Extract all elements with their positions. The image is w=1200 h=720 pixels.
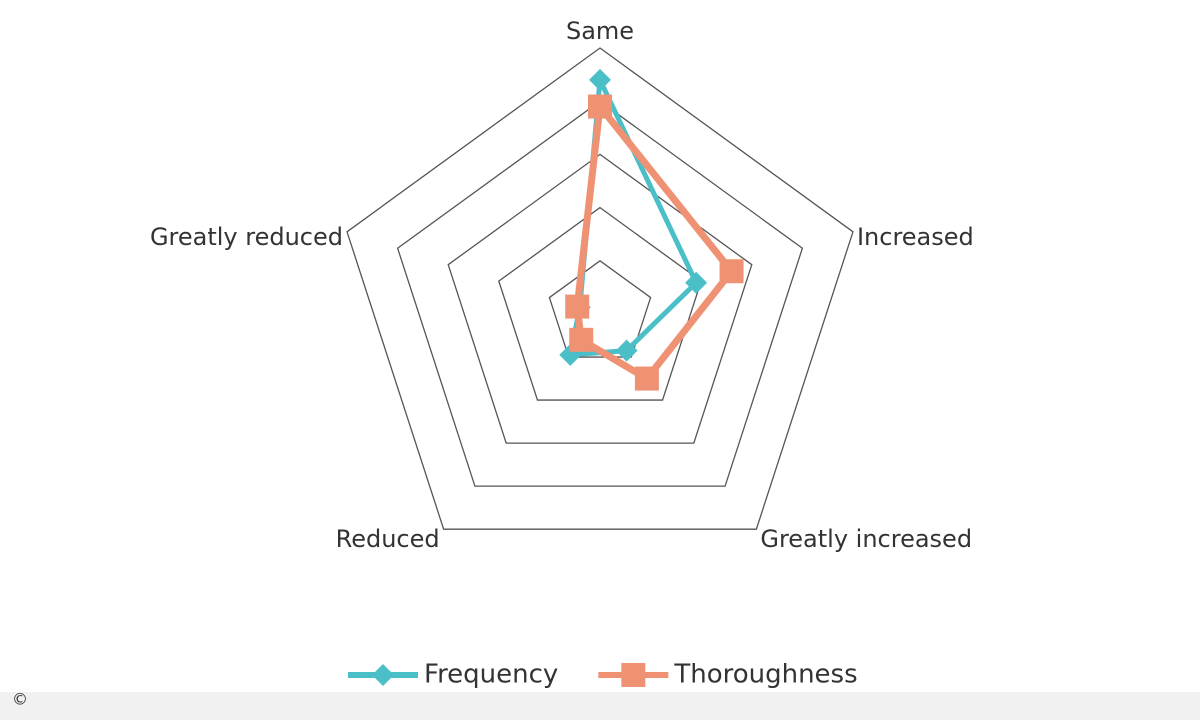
grid-ring — [548, 259, 652, 358]
data-point — [615, 339, 638, 362]
grid-ring — [346, 47, 854, 530]
grid-ring — [396, 100, 804, 487]
axis-label: Increased — [857, 223, 974, 251]
watermark: © — [12, 690, 28, 709]
legend-marker — [372, 664, 394, 686]
data-point — [569, 327, 594, 352]
axis-label: Greatly reduced — [150, 223, 343, 251]
grid-ring — [498, 206, 702, 401]
data-point — [565, 294, 590, 319]
footer-strip — [0, 692, 1200, 720]
axis-label: Same — [566, 17, 634, 45]
legend-label: Frequency — [424, 660, 558, 690]
data-point — [588, 94, 612, 119]
data-point — [589, 68, 611, 91]
data-point — [719, 259, 744, 284]
axis-label: Reduced — [336, 525, 440, 553]
data-point — [685, 271, 708, 294]
axis-label: Greatly increased — [760, 525, 972, 553]
grid-ring — [447, 153, 753, 444]
series-line — [573, 103, 736, 383]
data-point — [634, 366, 659, 391]
legend-marker — [621, 663, 646, 687]
legend-label: Thoroughness — [673, 660, 857, 690]
